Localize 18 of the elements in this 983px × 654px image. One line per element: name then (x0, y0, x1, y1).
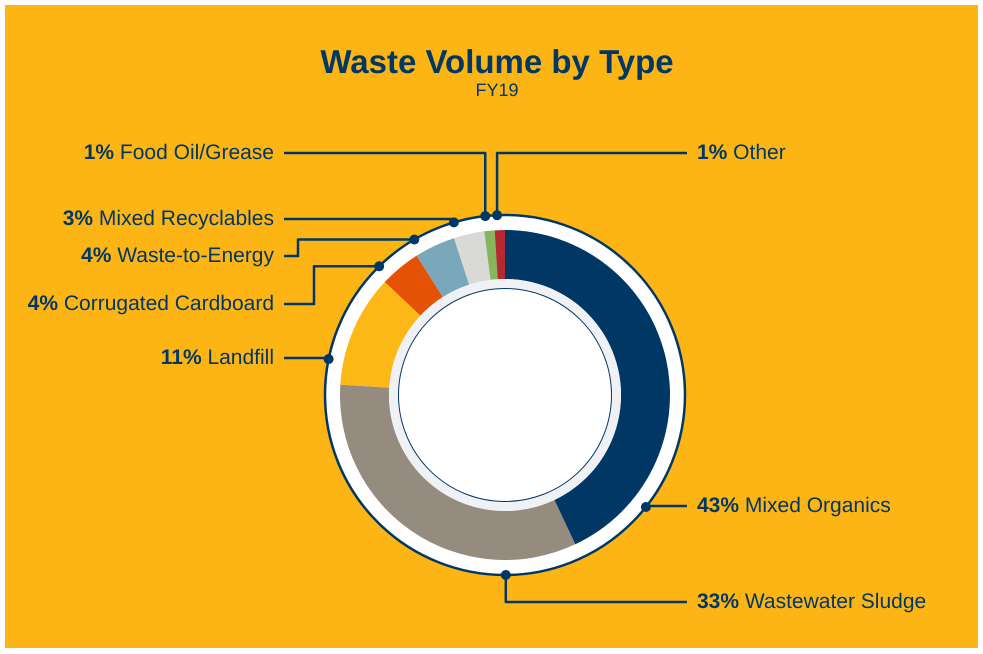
slice-label: Other (733, 140, 786, 164)
slice-label: Mixed Organics (744, 494, 891, 517)
data-label: 1% (697, 140, 728, 164)
data-label: 11% (160, 346, 202, 369)
data-label: 33% (697, 590, 740, 613)
slice-label: Waste-to-Energy (117, 244, 274, 267)
chart-subtitle: FY19 (474, 80, 520, 100)
slice-label: Mixed Recyclables (98, 206, 274, 230)
chart-title: Waste Volume by Type (319, 43, 675, 80)
slice-label: Food Oil/Grease (120, 140, 274, 164)
slice-label: Wastewater Sludge (744, 590, 926, 613)
data-label: 43% (697, 494, 740, 517)
slice-label: Corrugated Cardboard (64, 292, 274, 315)
data-label: 4% (81, 244, 112, 267)
data-label: 3% (62, 206, 94, 230)
slice-label: Landfill (207, 346, 274, 369)
data-label: 4% (28, 292, 58, 315)
data-label: 1% (84, 140, 114, 164)
